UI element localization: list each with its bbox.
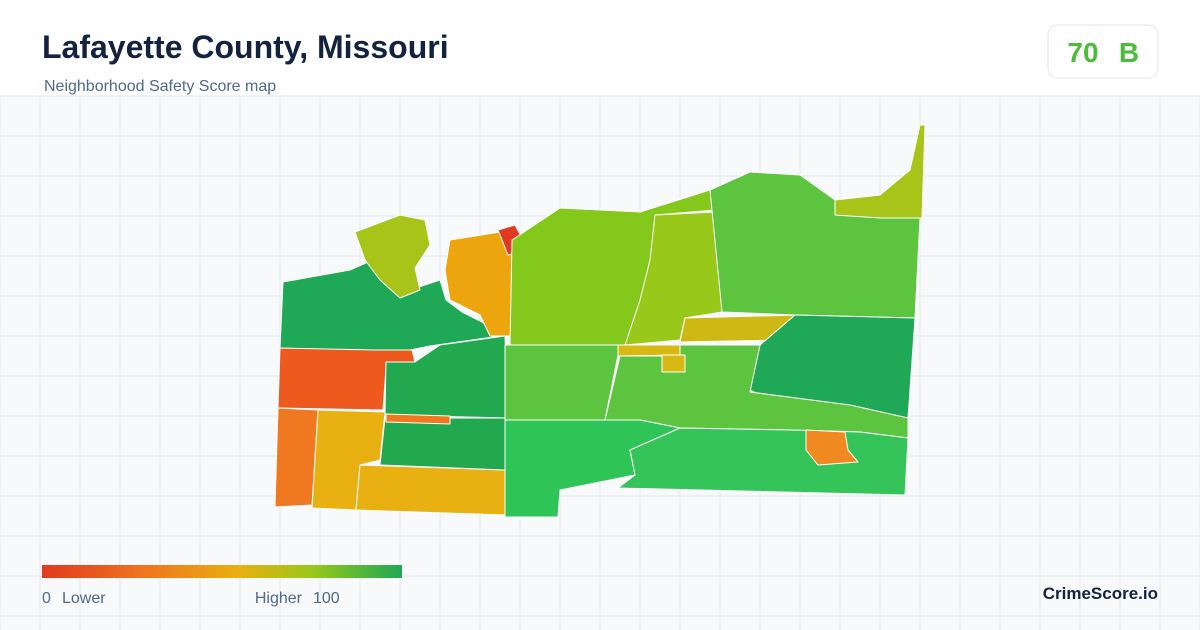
region: [274, 407, 319, 508]
score-value: 70: [1067, 37, 1098, 68]
brand: CrimeScore.io: [1043, 584, 1158, 603]
map: [274, 124, 926, 518]
legend-max: 100: [313, 590, 340, 607]
legend-min: 0: [42, 590, 51, 607]
region: [379, 417, 509, 471]
subtitle: Neighborhood Safety Score map: [44, 78, 276, 95]
legend-max-label: Higher: [255, 590, 303, 607]
region: [504, 344, 621, 421]
legend-bar: [42, 565, 402, 578]
region: [661, 354, 686, 373]
region: [354, 214, 431, 299]
title: Lafayette County, Missouri: [42, 29, 449, 65]
legend-min-label: Lower: [62, 590, 106, 607]
region: [355, 464, 508, 516]
score-box: [1047, 24, 1159, 79]
region: [385, 413, 451, 425]
region: [834, 124, 926, 219]
region: [805, 429, 859, 466]
header-band: [0, 0, 1200, 96]
score-grade: B: [1119, 37, 1139, 68]
region: [617, 427, 909, 496]
region: [617, 344, 681, 357]
